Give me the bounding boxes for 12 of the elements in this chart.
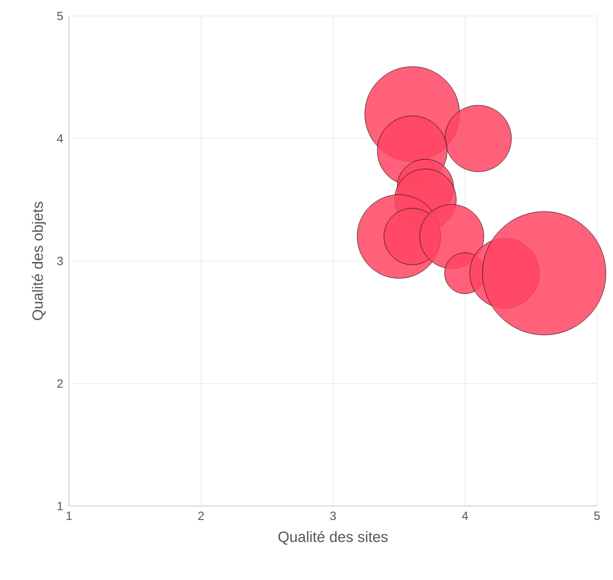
x-tick-label: 1 — [66, 512, 72, 520]
x-tick-label: 5 — [594, 512, 600, 520]
y-tick-label: 2 — [57, 379, 63, 388]
x-tick-label: 2 — [198, 512, 204, 520]
x-tick-label: 3 — [330, 512, 336, 520]
y-tick-label: 1 — [58, 502, 63, 510]
x-tick-label: 4 — [462, 512, 468, 520]
y-axis-title: Qualité des objets — [32, 202, 46, 320]
y-tick-label: 3 — [57, 256, 63, 266]
x-axis-title: Qualité des sites — [278, 530, 388, 545]
y-tick-label: 4 — [56, 134, 63, 143]
y-tick-label: 5 — [57, 12, 63, 20]
